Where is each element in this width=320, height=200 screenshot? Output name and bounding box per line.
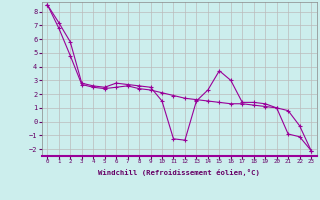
X-axis label: Windchill (Refroidissement éolien,°C): Windchill (Refroidissement éolien,°C): [98, 169, 260, 176]
